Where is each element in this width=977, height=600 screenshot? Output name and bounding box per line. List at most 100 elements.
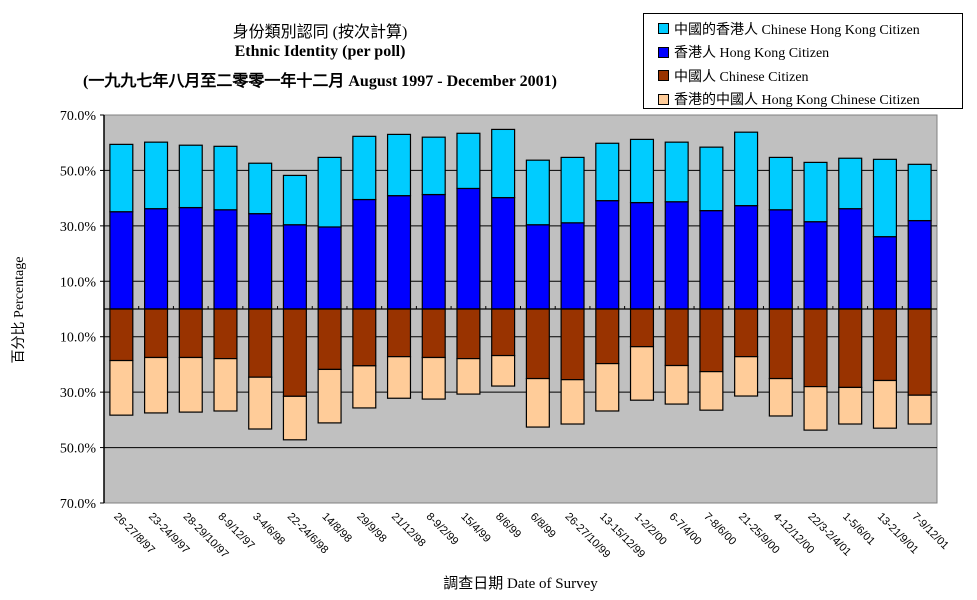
legend-label: 香港人 Hong Kong Citizen	[674, 46, 830, 62]
bar-segment	[456, 187, 481, 310]
bar-segment	[317, 226, 342, 310]
bar-segment	[109, 211, 134, 310]
bar-segment	[282, 224, 307, 310]
y-tick-label: 10.0%	[60, 275, 97, 290]
bar-segment	[525, 308, 550, 380]
bar-segment	[907, 219, 932, 310]
bar-segment	[768, 156, 793, 211]
bar-segment	[317, 368, 342, 424]
bar-segment	[213, 308, 238, 360]
bar-segment	[629, 138, 655, 204]
bar-segment	[456, 132, 481, 190]
bar-segment	[491, 128, 516, 199]
bar-segment	[872, 308, 897, 382]
chart-date-range: (一九九七年八月至二零零一年十二月 August 1997 - December…	[83, 73, 557, 90]
bar-segment	[386, 133, 412, 197]
bar-segment	[560, 222, 585, 310]
bar-segment	[629, 201, 655, 310]
bar-segment	[109, 143, 134, 213]
bar-segment	[248, 162, 273, 215]
bar-segment	[872, 379, 897, 429]
bar-segment	[282, 395, 307, 441]
legend-label: 香港的中國人 Hong Kong Chinese Citizen	[674, 93, 920, 109]
bar-segment	[421, 308, 446, 359]
bar-segment	[734, 205, 759, 310]
bar-segment	[456, 308, 481, 360]
bar-segment	[421, 136, 446, 196]
bar-segment	[872, 236, 897, 310]
bar-segment	[109, 308, 134, 362]
bar-segment	[699, 210, 724, 310]
bar-segment	[699, 146, 724, 212]
bar-segment	[282, 308, 307, 397]
bar-segment	[560, 308, 585, 381]
bar-segment	[664, 364, 689, 405]
bar-segment	[317, 308, 342, 371]
x-tick-label: 8-9/2/99	[424, 511, 461, 548]
y-tick-label: 10.0%	[60, 331, 97, 346]
bar-segment	[907, 163, 932, 222]
bar-segment	[803, 221, 828, 310]
x-tick-label: 29/9/98	[354, 511, 388, 545]
bar-segment	[317, 156, 342, 228]
bar-segment	[734, 131, 759, 207]
x-tick-label: 6-7/4/00	[667, 511, 704, 548]
bar-segment	[144, 308, 169, 359]
x-tick-label: 21/12/98	[389, 511, 428, 550]
bar-segment	[595, 362, 620, 412]
bar-segment	[421, 356, 446, 400]
bar-segment	[595, 142, 620, 202]
bar-segment	[456, 358, 481, 395]
bar-segment	[664, 201, 689, 310]
y-tick-label: 70.0%	[60, 497, 97, 512]
chart-subtitle: Ethnic Identity (per poll)	[234, 43, 406, 60]
bar-segment	[525, 224, 550, 310]
legend-swatch-chinese-citizen	[658, 70, 669, 82]
bar-segment	[768, 308, 793, 380]
bar-segment	[838, 386, 863, 425]
bar-segment	[838, 308, 863, 389]
bar-segment	[144, 208, 169, 310]
bar-segment	[491, 196, 516, 310]
y-tick-label: 30.0%	[60, 386, 97, 401]
bar-segment	[525, 377, 550, 428]
bar-segment	[768, 377, 793, 417]
bar-segment	[595, 308, 620, 365]
bar-segment	[421, 193, 446, 310]
bar-segment	[352, 308, 377, 367]
bar-segment	[838, 157, 863, 210]
legend-item: 中國的香港人 Chinese Hong Kong Citizen	[658, 17, 962, 41]
bar-segment	[352, 365, 377, 409]
bar-segment	[178, 308, 203, 359]
bar-segment	[144, 141, 169, 210]
bar-segment	[560, 379, 585, 425]
bar-segment	[386, 195, 412, 310]
bar-segment	[144, 356, 169, 414]
bar-segment	[491, 354, 516, 387]
bar-segment	[734, 356, 759, 397]
legend-label: 中國人 Chinese Citizen	[674, 69, 809, 85]
bar-segment	[282, 174, 307, 226]
y-tick-label: 30.0%	[60, 220, 97, 235]
legend-swatch-hk-citizen	[658, 46, 669, 58]
bar-segment	[907, 394, 932, 425]
bar-segment	[352, 198, 377, 310]
legend-swatch-chinese-hk-citizen	[658, 23, 669, 35]
bar-segment	[525, 159, 550, 226]
bar-segment	[248, 213, 273, 310]
legend-swatch-hk-chinese-citizen	[658, 93, 669, 105]
x-tick-label: 15/4/99	[458, 511, 492, 545]
legend-item: 香港的中國人 Hong Kong Chinese Citizen	[658, 88, 962, 112]
bar-segment	[178, 144, 203, 209]
bar-segment	[213, 145, 238, 211]
y-tick-label: 50.0%	[60, 164, 97, 179]
bar-segment	[213, 358, 238, 412]
bar-segment	[352, 135, 377, 201]
y-tick-label: 70.0%	[60, 109, 97, 124]
bar-segment	[907, 308, 932, 396]
bar-segment	[109, 359, 134, 416]
y-tick-label: 50.0%	[60, 442, 97, 457]
legend-item: 中國人 Chinese Citizen	[658, 64, 962, 88]
bar-segment	[178, 206, 203, 310]
